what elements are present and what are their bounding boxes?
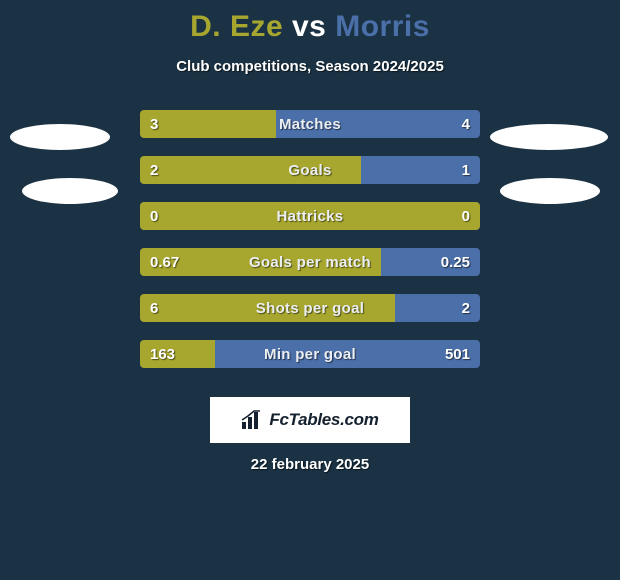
stat-value-right: 1: [452, 156, 480, 184]
comparison-chart: Matches34Goals21Hattricks00Goals per mat…: [0, 110, 620, 368]
stat-value-right: 2: [452, 294, 480, 322]
subtitle: Club competitions, Season 2024/2025: [0, 58, 620, 75]
stat-label: Min per goal: [140, 340, 480, 368]
stat-label: Hattricks: [140, 202, 480, 230]
stat-value-left: 0: [140, 202, 168, 230]
stat-value-left: 163: [140, 340, 185, 368]
vs-text: vs: [292, 10, 326, 43]
stat-row: Hattricks0 0: [140, 202, 480, 230]
stat-value-right: 4: [452, 110, 480, 138]
stat-value-left: 0.67: [140, 248, 189, 276]
date-text: 22 february 2025: [0, 456, 620, 473]
brand-bars-icon: [241, 410, 263, 430]
stat-label: Goals: [140, 156, 480, 184]
stat-label: Matches: [140, 110, 480, 138]
stat-label: Goals per match: [140, 248, 480, 276]
brand-box: FcTables.com: [210, 397, 410, 443]
page-title: D. Eze vs Morris: [0, 0, 620, 44]
stat-value-right: 501: [435, 340, 480, 368]
stat-value-left: 2: [140, 156, 168, 184]
stat-row: Goals per match0.67 0.25: [140, 248, 480, 276]
brand-text: FcTables.com: [269, 410, 378, 430]
stat-row: Matches3 4: [140, 110, 480, 138]
stat-value-right: 0.25: [431, 248, 480, 276]
stat-row: Min per goal163 501: [140, 340, 480, 368]
stat-row: Goals2 1: [140, 156, 480, 184]
stat-value-left: 3: [140, 110, 168, 138]
stat-value-right: 0: [452, 202, 480, 230]
stat-label: Shots per goal: [140, 294, 480, 322]
player2-name: Morris: [335, 10, 430, 43]
comparison-container: D. Eze vs Morris Club competitions, Seas…: [0, 0, 620, 580]
stat-value-left: 6: [140, 294, 168, 322]
stat-row: Shots per goal6 2: [140, 294, 480, 322]
player1-name: D. Eze: [190, 10, 283, 43]
